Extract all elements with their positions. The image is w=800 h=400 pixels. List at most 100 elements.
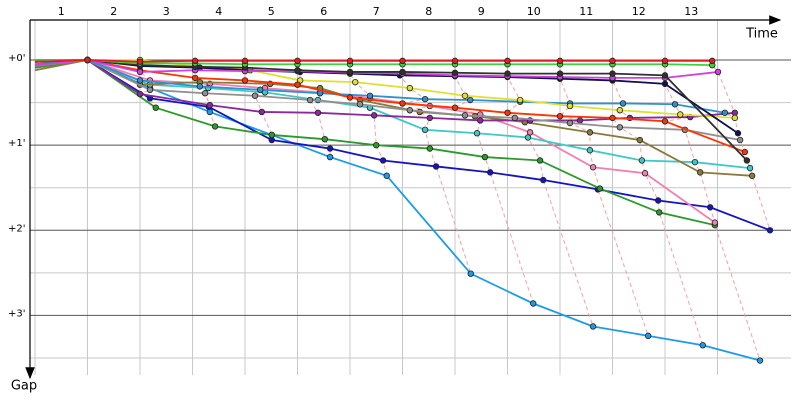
series-line [34,59,713,63]
x-tick-label: 6 [320,5,327,18]
lap-marker [656,209,663,216]
lap-marker [504,109,511,116]
lap-marker [586,147,594,154]
lap-marker [196,83,204,90]
series-line [34,59,753,177]
lap-marker [370,112,378,119]
lap-marker [746,164,754,172]
x-tick-label: 10 [527,5,541,18]
lap-marker [741,148,748,156]
lap-marker [699,342,706,349]
lap-marker [356,101,364,108]
lap-marker [596,185,604,192]
lap-marker [743,157,751,164]
lap-marker [467,270,474,277]
lap-marker [406,107,414,114]
lap-marker [636,136,643,144]
lap-marker [691,158,699,166]
x-tick-label: 12 [632,5,646,18]
lap-marker [516,96,524,104]
lap-marker [346,68,354,76]
lap-marker [201,90,209,97]
lap-marker [589,323,597,330]
lap-marker [566,102,574,110]
x-tick-label: 3 [163,5,170,18]
lap-marker [511,114,519,122]
lap-marker [206,108,214,116]
lap-marker [399,68,406,76]
lap-marker [136,90,144,98]
lap-marker [268,131,275,139]
lap-marker [426,114,433,122]
lap-marker [616,107,624,114]
lap-marker [709,57,716,65]
lap-marker [451,104,459,111]
lap-marker [671,101,679,108]
lap-marker [661,57,669,65]
lap-marker [589,164,597,171]
lap-marker [294,67,301,74]
lap-marker [373,141,380,149]
lap-marker [251,92,259,99]
lap-marker [346,94,354,101]
lap-marker [576,117,584,124]
lap-marker [399,57,406,65]
series-line [35,59,748,162]
x-tick-label: 9 [478,5,485,18]
lap-marker [421,126,429,134]
lap-marker [306,96,314,104]
lap-marker [486,169,494,176]
x-tick-label: 11 [579,5,593,18]
lap-marker [257,86,264,94]
x-tick-label: 13 [684,5,698,18]
lap-marker [586,129,594,136]
lap-marker [136,58,144,65]
lap-marker [461,112,469,119]
lap-marker [152,104,159,111]
lap-marker [241,57,249,65]
x-tick-label: 7 [373,5,380,18]
series-line [34,59,719,79]
lap-marker [473,130,481,137]
x-axis-label: Time [745,27,778,42]
lap-marker [766,227,774,234]
lap-marker [451,69,459,76]
y-tick-label: +1' [8,138,26,149]
lap-marker [731,114,739,122]
lap-marker [736,136,744,144]
lap-marker [566,119,574,127]
lap-marker [556,70,564,77]
lap-marker [661,72,669,79]
lap-marker [706,204,714,211]
lap-marker [383,172,390,179]
lap-marker [504,70,511,77]
lap-marker [421,95,429,103]
lap-marker [696,169,704,176]
lap-marker [536,157,544,164]
lap-marker [638,157,646,164]
lap-marker [734,130,742,137]
lap-marker [711,219,719,226]
lap-marker [314,109,322,116]
series-line [34,59,726,114]
lap-marker [211,123,219,130]
lap-marker [467,96,474,104]
lap-marker [241,77,249,84]
lap-marker [136,77,144,84]
lap-marker [748,172,756,179]
lap-marker [609,57,616,65]
lap-marker [136,68,144,76]
lap-marker [451,57,459,65]
x-tick-label: 2 [110,5,117,18]
lap-marker [477,117,484,124]
y-tick-label: +3' [8,308,26,319]
plot-area [34,56,774,364]
lap-marker [191,57,199,65]
lap-marker [406,84,414,92]
lap-marker [321,135,328,143]
lap-marker [641,170,649,177]
lap-marker [714,68,722,76]
lap-marker [294,81,301,88]
lap-marker [609,70,616,77]
